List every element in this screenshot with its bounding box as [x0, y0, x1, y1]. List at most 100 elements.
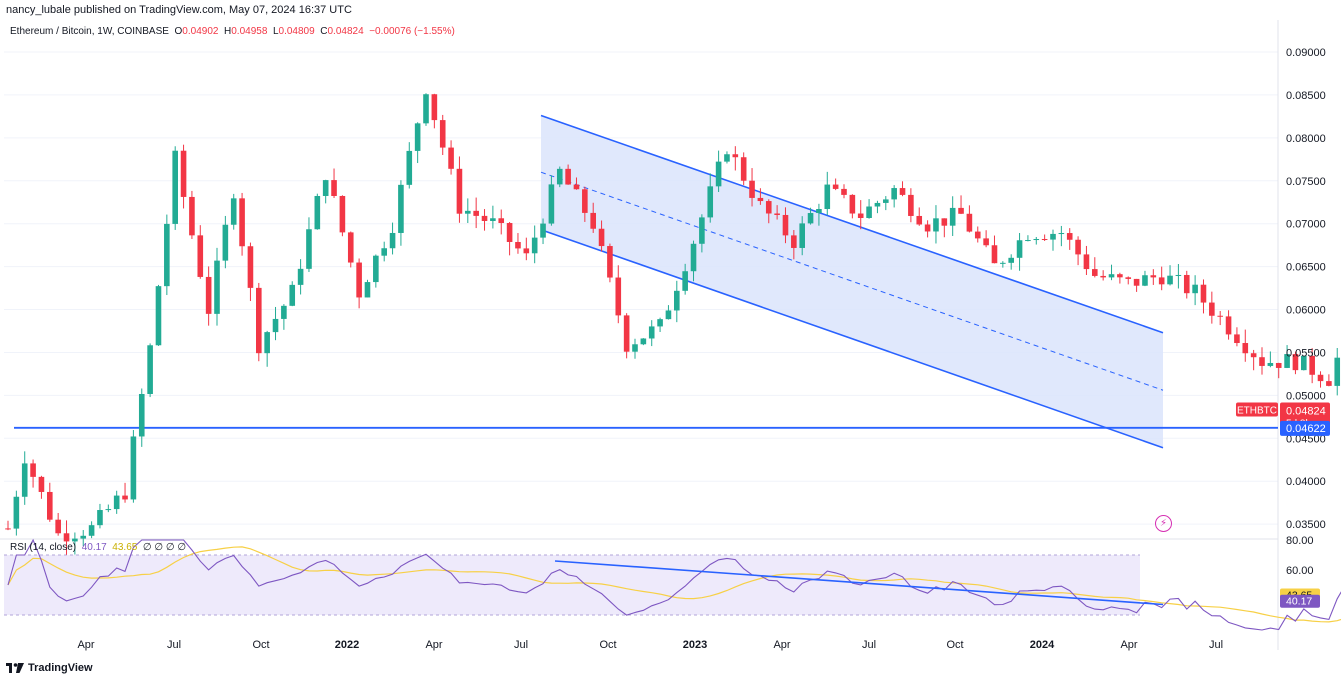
- candle-body: [1025, 240, 1031, 242]
- candle-body: [272, 318, 279, 333]
- x-tick-label: 2022: [335, 639, 359, 651]
- candle-body: [774, 213, 780, 215]
- candle-body: [749, 180, 755, 198]
- candle-body: [1267, 362, 1274, 366]
- candle-body: [264, 332, 270, 354]
- candle-body: [1250, 353, 1257, 358]
- support-price-badge: [1280, 420, 1330, 436]
- candle-body: [791, 235, 797, 248]
- candle-body: [1275, 362, 1282, 368]
- candle-body: [1334, 357, 1341, 386]
- candle-body: [256, 287, 262, 354]
- candle-body: [1158, 277, 1165, 285]
- candle-body: [1016, 240, 1023, 258]
- candle-body: [439, 120, 446, 148]
- candle-body: [640, 338, 647, 345]
- candle-body: [1259, 357, 1265, 366]
- candle-body: [13, 496, 20, 529]
- candle-body: [933, 218, 939, 232]
- candle-body: [715, 161, 722, 187]
- low-value: 0.04809: [278, 26, 315, 37]
- candle-body: [665, 310, 672, 320]
- channel-fill: [541, 115, 1163, 448]
- candle-body: [648, 326, 655, 339]
- candle-body: [356, 262, 362, 298]
- candle-body: [1058, 233, 1065, 235]
- candle-body: [891, 188, 897, 200]
- close-label: C: [320, 26, 328, 37]
- rsi-legend-extras: ∅ ∅ ∅ ∅: [142, 542, 187, 553]
- candle-body: [515, 241, 521, 249]
- rsi-line: [7, 538, 1341, 631]
- candle-body: [1125, 277, 1132, 279]
- rsi-lines-group: [7, 538, 1341, 631]
- candle-body: [874, 202, 881, 207]
- close-value: 0.04824: [327, 26, 364, 37]
- candle-body: [122, 495, 128, 500]
- lightning-icon[interactable]: ⚡: [1155, 515, 1172, 532]
- x-tick-label: 2024: [1030, 639, 1055, 651]
- candle-body: [164, 223, 170, 287]
- x-tick-label: Jul: [1209, 639, 1223, 651]
- high-label: H: [224, 26, 232, 37]
- channel-group: [540, 114, 1164, 449]
- x-tick-label: Jul: [167, 639, 181, 651]
- candle-body: [230, 198, 237, 225]
- candle-body: [1317, 374, 1324, 382]
- rsi-legend: RSI (14, close) 40.17 43.65 ∅ ∅ ∅ ∅: [10, 542, 186, 553]
- y-tick-label: 0.08000: [1286, 133, 1326, 145]
- candle-body: [490, 218, 496, 221]
- symbol-name[interactable]: Ethereum / Bitcoin, 1W, COINBASE: [10, 26, 169, 37]
- candle-body: [197, 235, 204, 277]
- x-tick-label: 2023: [683, 639, 707, 651]
- x-tick-label: Apr: [77, 639, 94, 651]
- tradingview-logo-icon: [6, 663, 24, 673]
- candle-body: [1050, 233, 1056, 240]
- x-tick-label: Jul: [514, 639, 528, 651]
- y-axis-group: 0.09000 0.08500 0.08000 0.07500 0.07000 0.065…: [1286, 47, 1326, 577]
- candle-body: [80, 535, 87, 539]
- candle-body: [247, 246, 254, 288]
- candle-body: [1133, 278, 1140, 286]
- y-tick-label: 0.08500: [1286, 90, 1326, 102]
- candle-body: [180, 150, 187, 197]
- candle-body: [1066, 233, 1073, 240]
- candle-body: [222, 224, 229, 261]
- candle-body: [431, 94, 438, 121]
- x-tick-label: Apr: [425, 639, 442, 651]
- candle-body: [506, 223, 513, 242]
- candle-body: [189, 196, 195, 236]
- candle-body: [757, 197, 764, 202]
- candle-body: [398, 184, 404, 233]
- ticker-badge: [1236, 402, 1278, 417]
- candle-body: [1008, 257, 1014, 263]
- candle-body: [473, 210, 479, 216]
- candle-body: [824, 184, 831, 210]
- candle-body: [958, 207, 964, 214]
- candle-body: [590, 212, 596, 229]
- candle-body: [481, 215, 488, 221]
- x-tick-label: Apr: [1120, 639, 1137, 651]
- candle-body: [782, 214, 789, 236]
- x-tick-label: Oct: [946, 639, 963, 651]
- candle-body: [531, 237, 538, 254]
- candle-body: [1301, 355, 1307, 371]
- candle-body: [306, 229, 312, 269]
- candle-body: [347, 232, 354, 263]
- candle-body: [1150, 275, 1157, 278]
- y-tick-label: 0.07500: [1286, 176, 1326, 188]
- x-tick-label: Apr: [773, 639, 790, 651]
- y-tick-label: 0.07000: [1286, 219, 1326, 231]
- candle-body: [924, 224, 931, 232]
- candle-body: [832, 184, 839, 189]
- candle-body: [314, 195, 321, 230]
- candle-body: [297, 268, 304, 285]
- candle-body: [523, 248, 530, 254]
- candle-body: [724, 154, 730, 162]
- candle-body: [47, 491, 53, 520]
- rsi-label[interactable]: RSI (14, close): [10, 542, 77, 553]
- candle-body: [632, 344, 638, 352]
- y-tick-label: 0.05000: [1286, 390, 1326, 402]
- candle-body: [941, 218, 948, 226]
